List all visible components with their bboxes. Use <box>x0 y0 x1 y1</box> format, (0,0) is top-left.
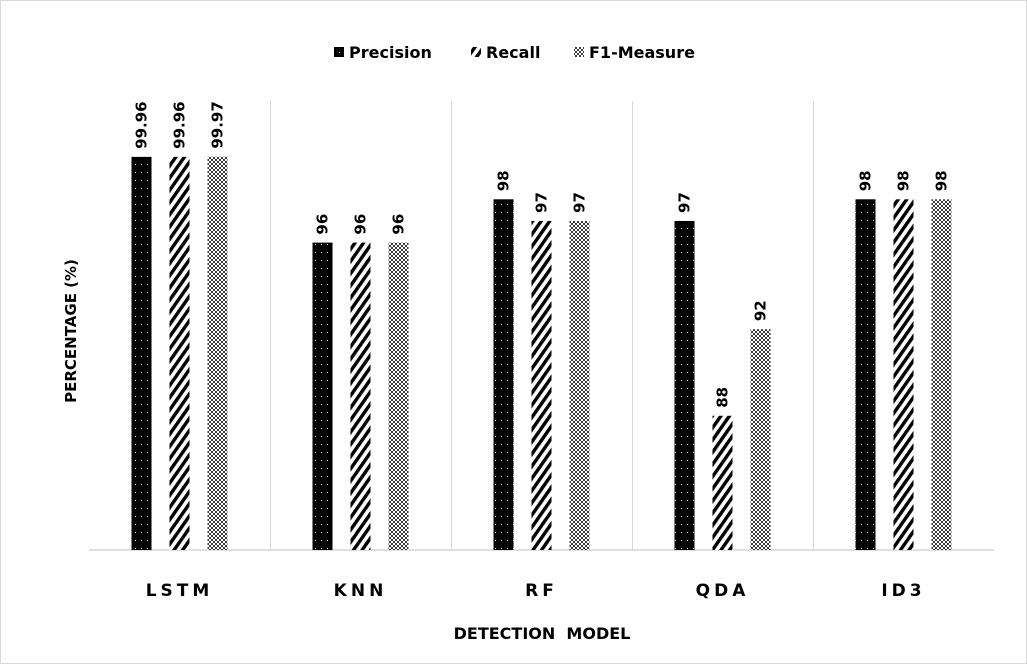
legend-swatch-precision <box>334 47 344 57</box>
data-label-recall-lstm: 99.96 <box>171 101 189 148</box>
x-tick-labels: LSTM KNN RF QDA ID3 <box>146 581 925 601</box>
bar-f1-measure-rf <box>569 220 590 550</box>
data-label-recall-id3: 98 <box>895 170 913 191</box>
legend-swatch-f1-measure <box>574 47 584 57</box>
data-label-precision-id3: 98 <box>857 170 875 191</box>
data-label-f1-measure-qda: 92 <box>752 300 770 321</box>
category-gridlines <box>270 101 814 550</box>
x-tick-label-rf: RF <box>525 581 558 601</box>
x-tick-label-qda: QDA <box>696 581 750 601</box>
legend-label-recall: Recall <box>486 43 540 62</box>
bars-group <box>131 156 952 551</box>
bar-recall-knn <box>350 242 371 551</box>
x-tick-label-knn: KNN <box>334 581 388 601</box>
data-label-recall-qda: 88 <box>714 387 732 408</box>
data-label-f1-measure-id3: 98 <box>933 170 951 191</box>
bar-precision-knn <box>312 242 333 551</box>
x-tick-label-lstm: LSTM <box>146 581 214 601</box>
y-axis-title: PERCENTAGE (%) <box>62 259 80 403</box>
bar-precision-lstm <box>131 156 152 550</box>
legend: Precision Recall F1-Measure <box>334 43 695 62</box>
bar-f1-measure-qda <box>750 329 771 550</box>
bar-f1-measure-id3 <box>931 199 952 551</box>
bar-precision-rf <box>493 199 514 551</box>
legend-label-precision: Precision <box>349 43 432 62</box>
x-axis-title: DETECTION MODEL <box>454 624 631 643</box>
data-label-f1-measure-lstm: 99.97 <box>209 101 227 148</box>
bar-recall-lstm <box>169 156 190 550</box>
bar-precision-qda <box>674 220 695 550</box>
legend-swatch-recall <box>471 47 481 57</box>
bar-recall-qda <box>712 415 733 550</box>
value-labels-group: 99.96 99.96 99.97 96 96 96 98 97 97 97 88 92 98 98 98 <box>133 101 951 408</box>
bar-recall-id3 <box>893 199 914 551</box>
data-label-precision-knn: 96 <box>314 214 332 235</box>
bar-recall-rf <box>531 220 552 550</box>
data-label-f1-measure-knn: 96 <box>390 214 408 235</box>
x-tick-label-id3: ID3 <box>881 581 925 601</box>
data-label-precision-rf: 98 <box>495 170 513 191</box>
bar-f1-measure-knn <box>388 242 409 551</box>
data-label-recall-rf: 97 <box>533 192 551 213</box>
bar-f1-measure-lstm <box>207 156 228 550</box>
data-label-precision-lstm: 99.96 <box>133 101 151 148</box>
bar-precision-id3 <box>855 199 876 551</box>
data-label-f1-measure-rf: 97 <box>571 192 589 213</box>
data-label-precision-qda: 97 <box>676 192 694 213</box>
data-label-recall-knn: 96 <box>352 214 370 235</box>
legend-label-f1-measure: F1-Measure <box>589 43 695 62</box>
